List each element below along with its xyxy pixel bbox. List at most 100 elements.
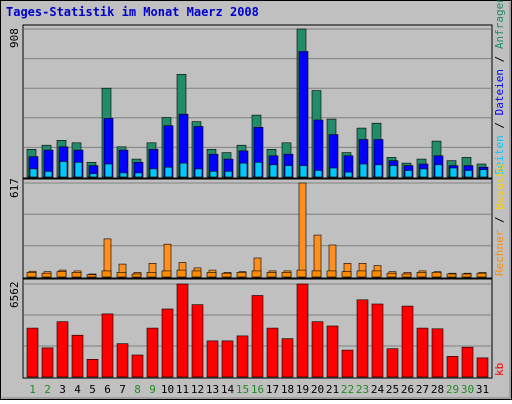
bar-seiten-day-1 [29, 168, 38, 178]
bar-seiten-day-20 [314, 170, 323, 178]
day-label-11: 11 [176, 383, 189, 396]
bar-rechner-day-23 [356, 270, 367, 278]
bar-rechner-day-3 [56, 271, 67, 278]
day-label-14: 14 [221, 383, 235, 396]
legend-hits: Anfragen [493, 0, 506, 49]
day-label-18: 18 [281, 383, 294, 396]
bar-kb-day-28 [431, 328, 444, 378]
bar-kb-day-20 [311, 321, 324, 378]
legend-files: Dateien [493, 69, 506, 115]
bar-kb-day-22 [341, 349, 354, 378]
bar-rechner-day-2 [41, 272, 52, 278]
bar-kb-day-5 [86, 358, 99, 378]
kb-axis-max-label: 6562 [8, 282, 21, 309]
day-label-22: 22 [341, 383, 354, 396]
day-label-7: 7 [119, 383, 126, 396]
bar-seiten-day-22 [344, 171, 353, 178]
day-label-30: 30 [461, 383, 474, 396]
day-label-16: 16 [251, 383, 264, 396]
bar-rechner-day-22 [341, 271, 352, 278]
bar-seiten-day-16 [254, 162, 263, 178]
bar-kb-day-13 [206, 340, 219, 378]
bars [26, 28, 489, 378]
bar-kb-day-21 [326, 325, 339, 378]
day-label-17: 17 [266, 383, 279, 396]
day-label-10: 10 [161, 383, 174, 396]
bar-seiten-day-5 [89, 173, 98, 178]
bar-kb-day-1 [26, 327, 39, 378]
day-label-8: 8 [134, 383, 141, 396]
bar-rechner-day-28 [431, 272, 442, 278]
bar-seiten-day-17 [269, 164, 278, 178]
bar-rechner-day-31 [476, 272, 487, 278]
bar-seiten-day-25 [389, 165, 398, 178]
bar-kb-day-16 [251, 295, 264, 378]
bar-seiten-day-10 [164, 166, 173, 178]
bar-kb-day-23 [356, 299, 369, 378]
bar-rechner-day-7 [116, 272, 127, 278]
bar-kb-day-12 [191, 304, 204, 378]
bar-kb-day-25 [386, 348, 399, 378]
bar-seiten-day-3 [59, 161, 68, 178]
bar-kb-day-30 [461, 346, 474, 378]
bar-kb-day-29 [446, 356, 459, 378]
bar-rechner-day-21 [326, 270, 337, 278]
bar-rechner-day-5 [86, 274, 97, 278]
visits-legend: Rechner / Besuche [493, 163, 506, 276]
bar-seiten-day-19 [299, 165, 308, 178]
bar-seiten-day-27 [419, 168, 428, 178]
day-label-15: 15 [236, 383, 249, 396]
bar-kb-day-3 [56, 321, 69, 378]
bar-kb-day-11 [176, 283, 189, 378]
bar-rechner-day-13 [206, 272, 217, 278]
bar-rechner-day-19 [296, 269, 307, 278]
day-label-9: 9 [149, 383, 156, 396]
day-label-26: 26 [401, 383, 414, 396]
bar-rechner-day-8 [131, 273, 142, 278]
bar-seiten-day-4 [74, 162, 83, 178]
bar-kb-day-26 [401, 305, 414, 378]
day-label-29: 29 [446, 383, 459, 396]
bar-kb-day-8 [131, 354, 144, 378]
bar-rechner-day-6 [101, 270, 112, 278]
legend-sep-1: / [493, 56, 506, 63]
day-label-24: 24 [371, 383, 385, 396]
bar-dateien-day-20 [313, 119, 324, 178]
bar-seiten-day-23 [359, 163, 368, 178]
bar-seiten-day-6 [104, 163, 113, 178]
bar-kb-day-17 [266, 327, 279, 378]
bar-rechner-day-15 [236, 272, 247, 278]
day-label-6: 6 [104, 383, 111, 396]
bar-seiten-day-31 [479, 169, 488, 178]
bar-rechner-day-29 [446, 273, 457, 278]
bar-kb-day-9 [146, 327, 159, 378]
bar-seiten-day-11 [179, 162, 188, 178]
day-label-27: 27 [416, 383, 429, 396]
bar-rechner-day-12 [191, 270, 202, 278]
day-label-13: 13 [206, 383, 219, 396]
hits-axis-max-label: 908 [8, 28, 21, 48]
bar-rechner-day-17 [266, 272, 277, 278]
bar-kb-day-14 [221, 340, 234, 378]
bar-dateien-day-19 [298, 51, 309, 178]
day-labels: 1 2 3 4 5 6 7 8 9 10 11 12 13 14 15 16 17 18 19 20 21 22 23 24 2… [29, 383, 489, 396]
bar-rechner-day-4 [71, 272, 82, 278]
bar-kb-day-19 [296, 283, 309, 378]
bar-kb-day-27 [416, 327, 429, 378]
bar-seiten-day-13 [209, 171, 218, 178]
bar-seiten-day-30 [464, 170, 473, 178]
bar-rechner-day-25 [386, 272, 397, 278]
day-label-20: 20 [311, 383, 324, 396]
day-label-31: 31 [476, 383, 489, 396]
bar-seiten-day-14 [224, 171, 233, 178]
day-label-25: 25 [386, 383, 399, 396]
bar-seiten-day-29 [449, 167, 458, 178]
bar-seiten-day-26 [404, 170, 413, 178]
legend-hosts: Rechner [493, 229, 506, 276]
day-label-5: 5 [89, 383, 96, 396]
bar-seiten-day-9 [149, 168, 158, 178]
day-label-23: 23 [356, 383, 369, 396]
bar-seiten-day-21 [329, 167, 338, 178]
bar-rechner-day-11 [176, 269, 187, 278]
